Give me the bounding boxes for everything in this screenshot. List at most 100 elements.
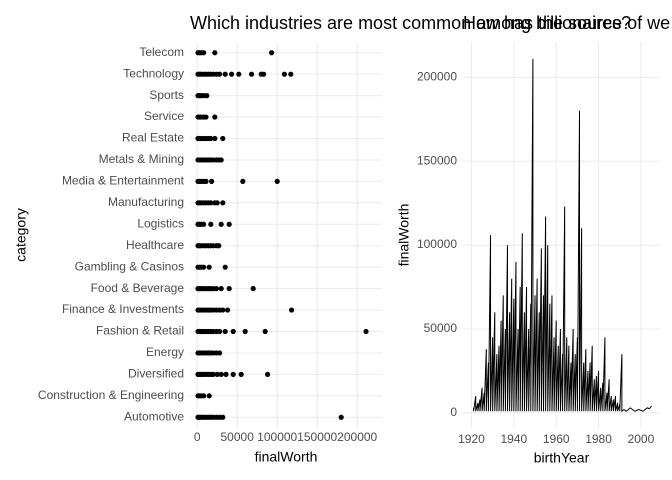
x-tick-label: 1940 [500, 432, 527, 446]
point [217, 328, 223, 335]
point [208, 135, 214, 142]
point [249, 71, 255, 77]
y-tick-label: Service [144, 109, 184, 123]
point [201, 393, 207, 399]
point [288, 71, 294, 77]
x-tick-label: 1980 [585, 432, 612, 446]
x-axis-title: finalWorth [255, 449, 318, 465]
point [220, 414, 226, 420]
y-tick-label: Healthcare [126, 238, 184, 252]
point [269, 50, 275, 56]
x-tick-label: 1920 [458, 432, 485, 446]
chart-title: How has the source of we [463, 13, 670, 33]
y-tick-label: Technology [123, 66, 184, 80]
chart-title: Which industries are most common among b… [190, 13, 631, 33]
y-tick-label: 200000 [417, 69, 457, 83]
point [218, 157, 224, 163]
point [236, 71, 242, 77]
point [229, 71, 235, 77]
point [210, 371, 216, 377]
y-tick-label: Media & Entertainment [62, 174, 185, 188]
point [223, 371, 229, 377]
y-tick-label: Construction & Engineering [38, 388, 184, 402]
point [230, 328, 236, 335]
y-tick-label: Finance & Investments [62, 302, 184, 316]
y-tick-label: Logistics [137, 216, 184, 230]
point [265, 371, 271, 377]
point [208, 200, 214, 206]
point [201, 221, 207, 227]
x-tick-label: 100000 [257, 430, 297, 444]
point [208, 221, 214, 227]
point [222, 264, 228, 270]
y-tick-label: Fashion & Retail [96, 324, 184, 338]
y-axis-title: category [13, 208, 29, 262]
point [230, 371, 236, 377]
x-tick-label: 1960 [543, 432, 570, 446]
y-tick-label: Food & Beverage [91, 281, 185, 295]
point [216, 243, 222, 249]
point [204, 93, 210, 99]
point [220, 200, 226, 206]
point [214, 371, 220, 377]
point [218, 371, 224, 377]
x-tick-label: 200000 [337, 430, 377, 444]
y-tick-label: Manufacturing [108, 195, 184, 209]
y-axis-title: finalWorth [396, 204, 412, 267]
point [201, 264, 207, 270]
point [281, 71, 287, 77]
x-tick-label: 50000 [221, 430, 255, 444]
point [220, 135, 226, 142]
y-tick-label: Diversified [128, 367, 184, 381]
point [289, 307, 295, 313]
y-tick-label: 0 [450, 405, 457, 419]
point [213, 286, 219, 292]
x-tick-label: 2000 [628, 432, 655, 446]
point [203, 114, 209, 120]
point [218, 221, 224, 227]
point [218, 286, 224, 292]
y-tick-label: Real Estate [122, 131, 184, 145]
line [473, 58, 652, 413]
point [262, 328, 268, 335]
point [274, 178, 280, 184]
point [225, 307, 231, 313]
x-tick-label: 150000 [297, 430, 337, 444]
point [203, 178, 209, 184]
point [240, 178, 246, 184]
y-tick-label: Energy [146, 345, 184, 359]
y-tick-label: Gambling & Casinos [75, 259, 184, 273]
y-tick-label: Sports [149, 88, 184, 102]
point [212, 135, 218, 142]
point [222, 71, 228, 77]
y-tick-label: Telecom [139, 45, 184, 59]
point [217, 350, 223, 356]
y-tick-label: 100000 [417, 237, 457, 251]
point [217, 71, 223, 77]
point [242, 328, 248, 335]
point [212, 50, 218, 56]
y-tick-label: 150000 [417, 153, 457, 167]
x-axis-title: birthYear [534, 450, 590, 466]
point [226, 286, 232, 292]
point [238, 371, 244, 377]
point [206, 264, 212, 270]
x-tick-label: 0 [194, 430, 201, 444]
point [363, 328, 369, 335]
point [206, 393, 212, 399]
y-tick-label: Metals & Mining [99, 152, 184, 166]
y-tick-label: 50000 [424, 321, 458, 335]
point [338, 414, 344, 420]
point [212, 114, 218, 120]
point [226, 221, 232, 227]
y-tick-label: Automotive [124, 409, 184, 423]
point [220, 307, 226, 313]
point [201, 50, 207, 56]
point [261, 71, 267, 77]
point [222, 328, 228, 335]
point [209, 178, 215, 184]
point [250, 286, 256, 292]
point [214, 200, 220, 206]
